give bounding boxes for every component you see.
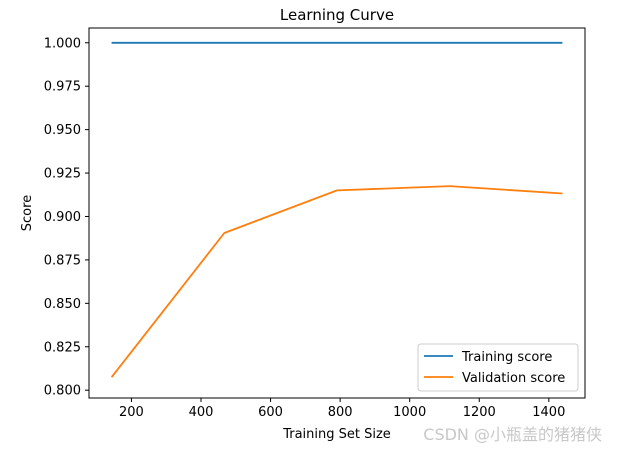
x-tick-label: 200 <box>119 405 144 420</box>
plot-frame <box>88 27 586 399</box>
legend-label-validation: Validation score <box>462 371 565 386</box>
x-tick-label: 1400 <box>532 405 565 420</box>
y-tick-label: 0.975 <box>44 80 81 95</box>
y-tick-label: 0.875 <box>44 253 81 268</box>
legend: Training score Validation score <box>417 343 579 392</box>
validation-score-line <box>110 185 563 378</box>
x-tick-label: 800 <box>328 405 353 420</box>
x-axis-ticks: 200 400 600 800 1000 1200 1400 <box>119 398 565 420</box>
x-tick-label: 600 <box>258 405 283 420</box>
y-tick-label: 1.000 <box>44 36 81 51</box>
watermark: CSDN @小瓶盖的猪猪侠 <box>423 425 602 444</box>
chart-title: Learning Curve <box>280 6 394 24</box>
y-tick-label: 0.850 <box>44 297 81 312</box>
x-tick-label: 1000 <box>393 405 426 420</box>
plot-area: 200 400 600 800 1000 1200 1400 0.800 0.825 0.850… <box>44 27 586 420</box>
y-tick-label: 0.925 <box>44 167 81 182</box>
y-tick-label: 0.900 <box>44 210 81 225</box>
legend-label-training: Training score <box>461 350 552 365</box>
y-tick-label: 0.825 <box>44 340 81 355</box>
legend-box <box>417 343 579 392</box>
x-axis-label: Training Set Size <box>282 427 391 442</box>
y-tick-label: 0.800 <box>44 384 81 399</box>
y-axis-ticks: 0.800 0.825 0.850 0.875 0.900 0.925 0.950 0.975… <box>44 36 89 399</box>
x-tick-label: 1200 <box>463 405 496 420</box>
series-lines <box>110 41 563 378</box>
y-tick-label: 0.950 <box>44 123 81 138</box>
x-tick-label: 400 <box>189 405 214 420</box>
y-axis-label: Score <box>20 195 35 231</box>
